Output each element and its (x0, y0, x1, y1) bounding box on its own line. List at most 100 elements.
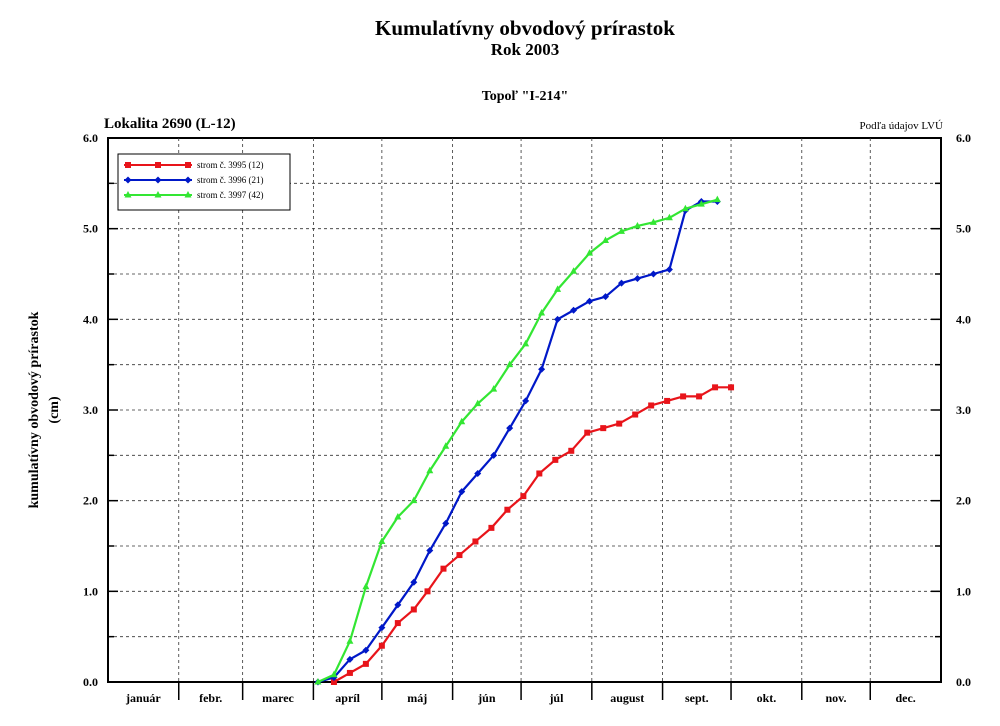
legend-label: strom č. 3996 (21) (197, 175, 264, 185)
data-point (696, 393, 703, 400)
data-point (362, 582, 370, 590)
data-point (125, 162, 131, 168)
data-point (490, 385, 498, 392)
data-point (346, 655, 354, 663)
data-point (184, 191, 192, 198)
x-tick-label-month: august (610, 691, 644, 705)
x-tick-label-month: apríl (335, 691, 360, 705)
data-point (506, 424, 514, 432)
y-tick-label-right: 2.0 (956, 494, 971, 508)
x-tick-label-month: január (125, 691, 161, 705)
series-triangle (314, 195, 721, 685)
y-tick-label-left: 5.0 (83, 222, 98, 236)
data-point (472, 538, 479, 545)
data-point (456, 552, 463, 559)
data-point (424, 588, 431, 595)
y-axis-unit: (cm) (47, 396, 62, 424)
data-point (522, 339, 530, 347)
data-point (520, 493, 527, 500)
data-point (442, 442, 450, 449)
data-point (410, 606, 417, 613)
data-point (648, 402, 655, 409)
data-point (362, 646, 370, 654)
legend-item: strom č. 3997 (42) (124, 190, 264, 200)
data-point (394, 620, 401, 627)
y-tick-label-left: 2.0 (83, 494, 98, 508)
data-point (680, 393, 687, 400)
data-point (568, 447, 575, 454)
data-point (664, 397, 671, 404)
data-point (314, 678, 322, 685)
x-tick-label-month: okt. (757, 691, 777, 705)
x-tick-label-month: sept. (685, 691, 709, 705)
x-axis-ticks: január febr. marec apríl máj jún júl august sept… (125, 682, 916, 705)
data-point (712, 384, 719, 391)
data-point (362, 660, 369, 667)
y-tick-label-left: 3.0 (83, 403, 98, 417)
x-tick-label-month: júl (548, 691, 564, 705)
series-line (317, 198, 718, 684)
legend-item: strom č. 3995 (12) (124, 160, 264, 170)
data-point (410, 496, 418, 504)
legend-box (117, 153, 291, 211)
data-point (346, 669, 353, 676)
data-point (570, 267, 578, 274)
data-point (570, 306, 578, 314)
data-point (697, 200, 705, 207)
data-point (649, 270, 657, 278)
series-layer (314, 195, 735, 686)
y-tick-label-right: 5.0 (956, 222, 971, 236)
legend-label: strom č. 3997 (42) (197, 190, 264, 200)
data-point (394, 512, 402, 520)
data-point (378, 624, 386, 632)
chart-subtitle: Rok 2003 (491, 40, 559, 59)
y-tick-label-right: 4.0 (956, 312, 971, 326)
data-point (602, 293, 610, 301)
data-point (346, 637, 354, 644)
data-point (554, 315, 562, 323)
chart-title: Kumulatívny obvodový prírastok (375, 16, 675, 40)
y-axis-label: kumulatívny obvodový prírastok (27, 311, 42, 508)
series-square (330, 384, 735, 685)
data-point (124, 176, 132, 184)
data-point (474, 469, 482, 477)
legend-item: strom č. 3996 (21) (124, 175, 264, 185)
data-point (522, 397, 530, 405)
data-point (458, 417, 466, 425)
data-point (330, 679, 337, 685)
data-point (586, 297, 594, 305)
x-tick-label-month: dec. (895, 691, 915, 705)
data-point (617, 227, 625, 234)
data-point (506, 360, 514, 368)
data-point (665, 265, 673, 273)
data-point (124, 191, 132, 198)
data-point (440, 565, 447, 572)
y-tick-label-right: 0.0 (956, 675, 971, 689)
series-line (317, 200, 718, 684)
data-point (665, 213, 673, 221)
data-point (474, 399, 482, 407)
data-point (713, 195, 721, 203)
data-point (600, 425, 607, 432)
series-diamond (314, 197, 721, 686)
data-point (488, 524, 495, 531)
data-point (538, 308, 546, 316)
legend-items: strom č. 3995 (12) strom č. 3996 (21) stro… (124, 160, 264, 200)
data-point (410, 578, 418, 586)
data-point (633, 221, 641, 229)
data-point (681, 204, 689, 212)
data-point (538, 365, 546, 373)
data-point (633, 275, 641, 283)
data-point (504, 506, 511, 513)
data-point (602, 236, 610, 243)
data-point (184, 176, 192, 184)
x-tick-label-month: febr. (199, 691, 222, 705)
x-tick-label-month: máj (407, 691, 427, 705)
data-point (649, 218, 657, 225)
data-point (458, 488, 466, 496)
data-point (426, 547, 434, 555)
series-line (333, 386, 732, 683)
y-tick-label-left: 4.0 (83, 312, 98, 326)
x-tick-label-month: nov. (826, 691, 847, 705)
legend: strom č. 3995 (12) strom č. 3996 (21) stro… (117, 153, 291, 211)
